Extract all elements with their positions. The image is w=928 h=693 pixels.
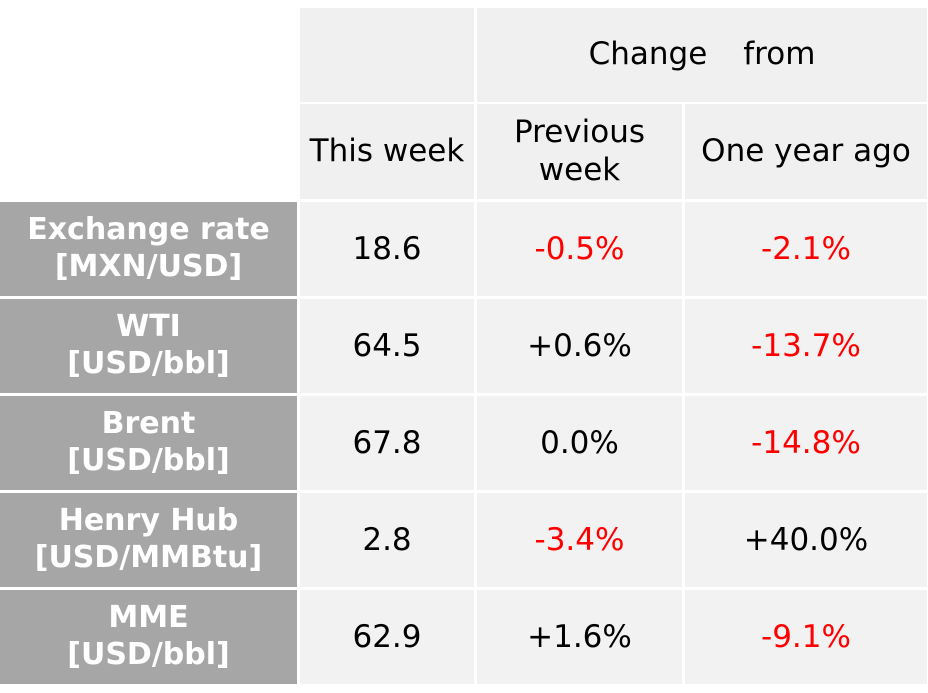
row-label: Exchange rate [MXN/USD] [0,202,297,296]
column-header-previous-week: Previous week [477,104,682,199]
column-header-one-year-ago: One year ago [685,104,927,199]
row-label: Henry Hub [USD/MMBtu] [0,493,297,587]
cell-previous-week: +0.6% [477,299,682,393]
cell-this-week: 62.9 [300,590,474,684]
row-label: Brent [USD/bbl] [0,396,297,490]
cell-this-week: 64.5 [300,299,474,393]
cell-one-year-ago: -2.1% [685,202,927,296]
cell-previous-week: +1.6% [477,590,682,684]
cell-previous-week: -3.4% [477,493,682,587]
cell-one-year-ago: -14.8% [685,396,927,490]
cell-this-week: 67.8 [300,396,474,490]
row-label: WTI [USD/bbl] [0,299,297,393]
header-from-word: from [743,36,816,73]
header-blank-cell [300,8,474,102]
column-header-this-week: This week [300,104,474,199]
cell-one-year-ago: -9.1% [685,590,927,684]
cell-previous-week: -0.5% [477,202,682,296]
cell-one-year-ago: -13.7% [685,299,927,393]
row-label: MME [USD/bbl] [0,590,297,684]
header-change-word: Change [588,36,708,73]
cell-previous-week: 0.0% [477,396,682,490]
cell-this-week: 2.8 [300,493,474,587]
cell-one-year-ago: +40.0% [685,493,927,587]
cell-this-week: 18.6 [300,202,474,296]
header-change-from: Change from [477,8,927,102]
